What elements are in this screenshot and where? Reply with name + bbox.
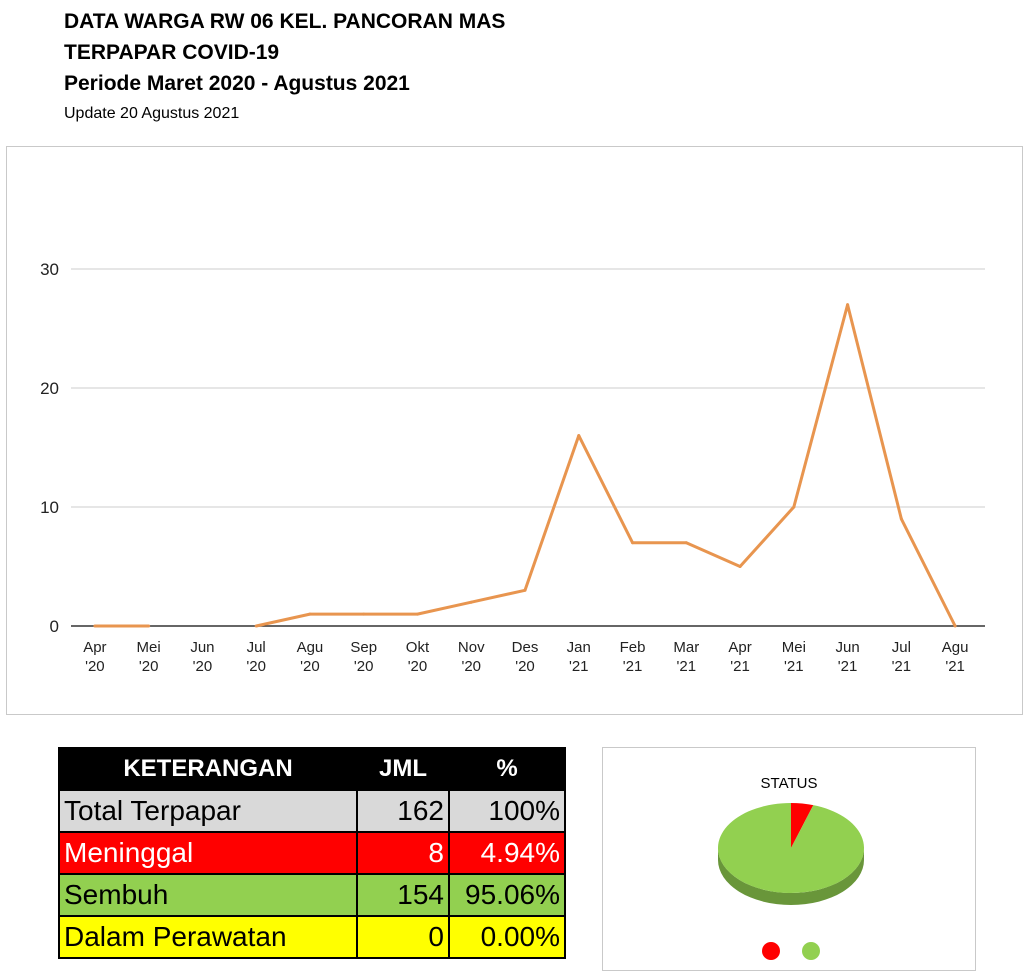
table-row: Dalam Perawatan 0 0.00% (58, 915, 566, 959)
summary-table: KETERANGAN JML % Total Terpapar 162 100%… (58, 747, 566, 959)
pie-side (718, 848, 864, 905)
x-tick-label: Mei '20 (137, 639, 161, 675)
pie-slice-meninggal (791, 803, 814, 848)
page-header: DATA WARGA RW 06 KEL. PANCORAN MAS TERPA… (64, 6, 505, 127)
line-chart-panel: 0 10 20 30 Apr '20 Mei '20 Jun '20 Jul '20 Agu '20 Sep… (6, 146, 1023, 715)
row-pct: 4.94% (448, 831, 566, 875)
row-label: Total Terpapar (58, 789, 358, 833)
series-line (255, 303, 957, 628)
pie-slice-sembuh (718, 803, 864, 893)
x-tick-label: Apr '20 (83, 639, 106, 675)
data-point (577, 434, 581, 438)
x-tick-label: Jun '21 (835, 639, 859, 675)
title-line-3: Periode Maret 2020 - Agustus 2021 (64, 72, 410, 95)
row-jml: 154 (356, 873, 450, 917)
table-row: Total Terpapar 162 100% (58, 789, 566, 833)
data-point (147, 624, 151, 628)
y-tick-label: 10 (40, 498, 59, 517)
header-percent: % (448, 747, 566, 791)
data-point (738, 565, 742, 568)
x-tick-label: Sep '20 (350, 639, 377, 675)
header-keterangan: KETERANGAN (58, 747, 358, 791)
y-tick-label: 20 (40, 379, 59, 398)
row-pct: 95.06% (448, 873, 566, 917)
row-pct: 0.00% (448, 915, 566, 959)
data-point (523, 588, 527, 592)
row-label: Meninggal (58, 831, 358, 875)
data-point (308, 612, 312, 616)
y-tick-label: 0 (50, 617, 59, 636)
x-tick-label: Nov '20 (458, 639, 485, 675)
line-chart: 0 10 20 30 Apr '20 Mei '20 Jun '20 Jul '20 Agu '20 Sep… (40, 260, 985, 675)
header-jml: JML (356, 747, 450, 791)
x-tick-label: Des '20 (512, 639, 539, 675)
x-tick-label: Jul '20 (246, 639, 266, 675)
title-line-1: DATA WARGA RW 06 KEL. PANCORAN MAS (64, 10, 506, 33)
row-jml: 8 (356, 831, 450, 875)
data-point (254, 624, 258, 628)
x-tick-label: Jun '20 (190, 639, 214, 675)
title-line-2: TERPAPAR COVID-19 (64, 41, 280, 64)
legend-dot-meninggal (762, 942, 780, 960)
pie-chart-panel: STATUS (602, 747, 976, 971)
x-tick-label: Apr '21 (728, 639, 751, 675)
x-tick-label: Mei '21 (782, 639, 806, 675)
data-point (469, 600, 473, 604)
table-row: Meninggal 8 4.94% (58, 831, 566, 875)
table-row: Sembuh 154 95.06% (58, 873, 566, 917)
x-tick-label: Feb '21 (620, 639, 646, 675)
data-point (846, 303, 850, 307)
x-tick-label: Jul '21 (892, 639, 912, 675)
data-point (684, 541, 688, 545)
x-tick-label: Mar '21 (673, 639, 699, 675)
update-date: Update 20 Agustus 2021 (64, 105, 240, 122)
data-point (415, 612, 419, 616)
legend-dot-sembuh (802, 942, 820, 960)
data-point (93, 624, 97, 628)
pie-title: STATUS (760, 775, 818, 792)
table-header-row: KETERANGAN JML % (58, 747, 566, 791)
x-tick-label: Agu '20 (297, 639, 324, 675)
data-point (362, 612, 366, 616)
x-tick-label: Jan '21 (567, 639, 591, 675)
data-point (792, 505, 796, 509)
data-point (953, 624, 957, 628)
row-jml: 162 (356, 789, 450, 833)
row-jml: 0 (356, 915, 450, 959)
row-pct: 100% (448, 789, 566, 833)
row-label: Sembuh (58, 873, 358, 917)
x-tick-label: Agu '21 (942, 639, 969, 675)
data-point (899, 517, 903, 521)
x-tick-label: Okt '20 (406, 639, 430, 675)
pie-chart (718, 803, 864, 905)
y-tick-label: 30 (40, 260, 59, 279)
row-label: Dalam Perawatan (58, 915, 358, 959)
data-point (631, 541, 635, 545)
